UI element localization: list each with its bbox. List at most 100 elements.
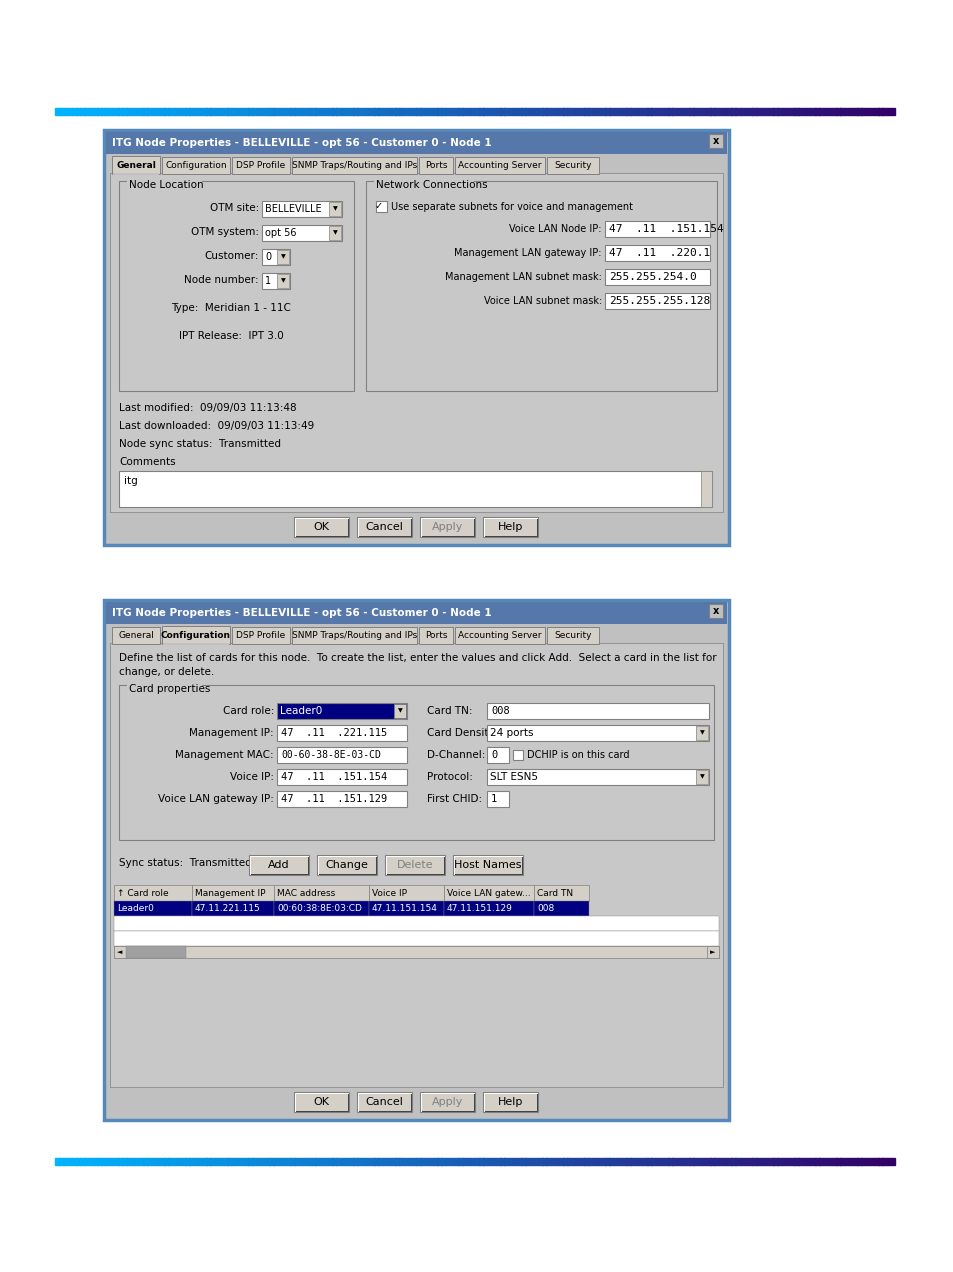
Bar (520, 1158, 525, 1165)
Bar (714, 108, 719, 114)
Bar (253, 1158, 256, 1165)
Bar (443, 885, 534, 901)
Text: Voice LAN gatew...: Voice LAN gatew... (447, 889, 530, 898)
Bar (806, 108, 811, 114)
Bar (218, 1158, 223, 1165)
Text: 00-60-38-8E-03-CD: 00-60-38-8E-03-CD (281, 750, 380, 759)
Bar (478, 108, 483, 114)
Text: 0: 0 (491, 750, 497, 759)
Bar (878, 108, 882, 114)
Bar (55, 1158, 60, 1165)
Text: itg: itg (124, 476, 137, 486)
Bar (579, 1158, 584, 1165)
Bar (164, 1158, 169, 1165)
Bar (349, 1158, 354, 1165)
Bar (68, 108, 72, 114)
Bar (882, 1158, 886, 1165)
Text: ▼: ▼ (397, 709, 402, 714)
Bar (822, 1158, 827, 1165)
Bar (127, 684, 202, 695)
Bar (471, 1158, 475, 1165)
Bar (815, 108, 819, 114)
Bar (840, 108, 844, 114)
Bar (822, 108, 827, 114)
Bar (106, 132, 726, 154)
Bar (735, 108, 740, 114)
Bar (152, 1158, 156, 1165)
Bar (332, 108, 336, 114)
Bar (806, 1158, 811, 1165)
Bar (269, 108, 274, 114)
Bar (651, 108, 656, 114)
Bar (118, 1158, 123, 1165)
Bar (486, 725, 708, 742)
Bar (399, 1158, 404, 1165)
Bar (609, 108, 614, 114)
Bar (68, 1158, 72, 1165)
Bar (630, 108, 635, 114)
Bar (831, 108, 836, 114)
Text: Protocol:: Protocol: (427, 772, 473, 782)
Bar (214, 1158, 219, 1165)
Bar (329, 226, 340, 240)
Bar (148, 1158, 152, 1165)
Bar (160, 108, 165, 114)
Bar (139, 108, 144, 114)
Bar (482, 1091, 537, 1112)
Bar (101, 108, 106, 114)
Bar (722, 1158, 727, 1165)
Bar (248, 1158, 253, 1165)
Bar (659, 108, 664, 114)
Bar (482, 516, 537, 537)
Bar (298, 108, 303, 114)
Bar (403, 108, 408, 114)
Bar (84, 1158, 89, 1165)
Bar (185, 108, 190, 114)
Bar (265, 1158, 270, 1165)
Bar (395, 1158, 399, 1165)
Text: ◄: ◄ (117, 949, 123, 955)
Bar (764, 1158, 769, 1165)
Bar (789, 108, 794, 114)
Bar (148, 108, 152, 114)
Text: OTM system:: OTM system: (191, 226, 258, 237)
Text: Card TN:: Card TN: (427, 706, 472, 716)
Bar (696, 770, 707, 784)
Bar (356, 1091, 412, 1112)
Bar (286, 1158, 291, 1165)
Bar (122, 1158, 127, 1165)
Bar (340, 1158, 345, 1165)
Bar (276, 747, 407, 763)
Bar (541, 1158, 546, 1165)
Bar (223, 108, 228, 114)
Bar (453, 855, 522, 875)
Bar (276, 251, 289, 265)
Text: 47  .11  .151.154: 47 .11 .151.154 (281, 772, 387, 782)
Bar (319, 1158, 324, 1165)
Text: Configuration: Configuration (161, 631, 231, 640)
Bar (857, 1158, 861, 1165)
Bar (592, 1158, 597, 1165)
Text: ►: ► (710, 949, 715, 955)
Bar (134, 1158, 139, 1165)
Bar (705, 1158, 710, 1165)
Bar (672, 108, 677, 114)
Bar (462, 108, 467, 114)
Bar (262, 273, 290, 289)
Bar (486, 791, 509, 806)
Bar (597, 108, 601, 114)
Bar (562, 1158, 567, 1165)
Bar (277, 108, 282, 114)
Bar (513, 108, 517, 114)
Bar (202, 1158, 207, 1165)
Bar (455, 627, 544, 644)
Text: Management IP: Management IP (194, 889, 265, 898)
Bar (621, 108, 626, 114)
Text: Security: Security (554, 631, 591, 640)
Bar (852, 108, 857, 114)
Text: 47.11.221.115: 47.11.221.115 (194, 904, 260, 913)
Bar (181, 1158, 186, 1165)
Bar (63, 108, 68, 114)
Text: ▼: ▼ (699, 730, 703, 735)
Text: MAC address: MAC address (276, 889, 335, 898)
